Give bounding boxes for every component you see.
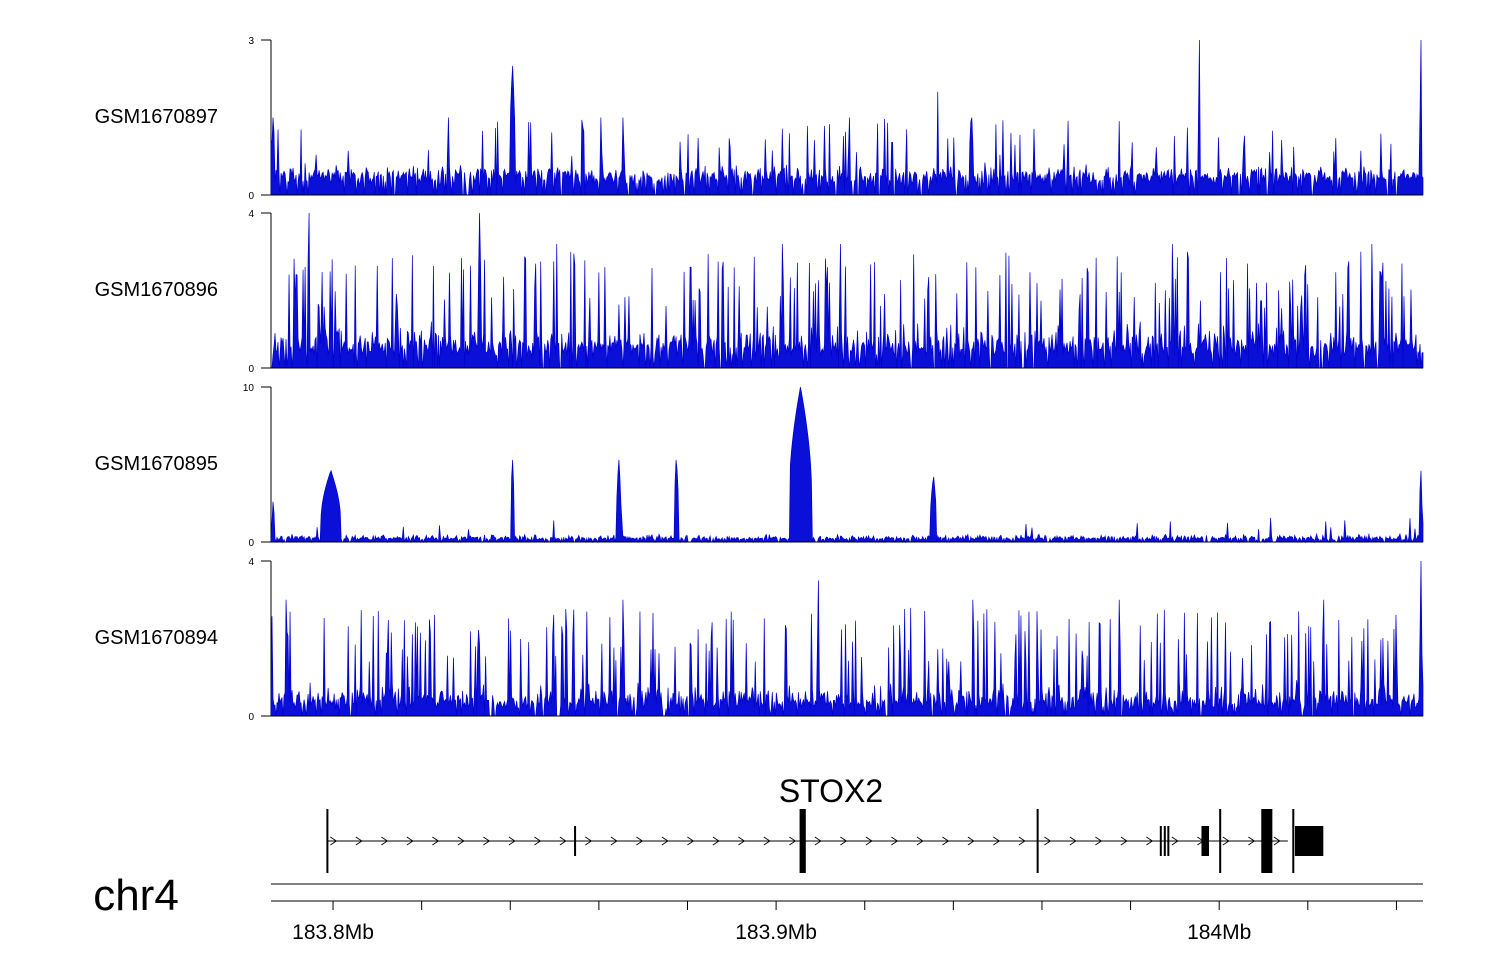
- y-tick-label-max: 4: [248, 557, 254, 568]
- strand-arrow: [661, 836, 669, 846]
- axis-tick-label: 183.8Mb: [292, 921, 374, 944]
- y-tick-label-min: 0: [248, 191, 254, 202]
- track-label: GSM1670897: [95, 106, 218, 128]
- strand-arrow: [1120, 836, 1128, 846]
- strand-arrow: [1273, 836, 1281, 846]
- strand-arrow: [457, 836, 465, 846]
- strand-arrow: [687, 836, 695, 846]
- exon-10: [1261, 809, 1273, 873]
- strand-arrow: [432, 836, 440, 846]
- track-GSM1670895: GSM1670895 10 0: [95, 383, 1424, 549]
- strand-arrow: [330, 836, 338, 846]
- strand-arrow: [483, 836, 491, 846]
- y-tick-label-max: 3: [248, 36, 254, 47]
- axis-tick-label: 183.9Mb: [735, 921, 817, 944]
- strand-arrow: [355, 836, 363, 846]
- genome-axis: chr4 183.8Mb 183.9Mb 184Mb: [93, 871, 1423, 944]
- chromosome-label: chr4: [93, 871, 179, 920]
- y-tick-label-min: 0: [248, 538, 254, 549]
- axis-tick-label: 184Mb: [1187, 921, 1251, 944]
- exon-2: [574, 826, 577, 856]
- y-tick-label-max: 10: [243, 383, 255, 394]
- track-GSM1670896: GSM1670896 4 0: [95, 209, 1424, 375]
- exon-7: [1167, 826, 1170, 856]
- exon-9: [1219, 809, 1222, 873]
- strand-arrow: [942, 836, 950, 846]
- strand-arrow: [840, 836, 848, 846]
- y-tick-label-min: 0: [248, 712, 254, 723]
- strand-arrow: [1069, 836, 1077, 846]
- signal-tracks: GSM167089730GSM167089640GSM1670895100GSM…: [95, 36, 1424, 723]
- strand-arrow: [559, 836, 567, 846]
- strand-arrow: [712, 836, 720, 846]
- strand-arrow: [1171, 836, 1179, 846]
- strand-arrow: [967, 836, 975, 846]
- strand-arrow: [636, 836, 644, 846]
- exon-3: [799, 809, 806, 873]
- strand-arrow: [1018, 836, 1026, 846]
- exon-6: [1163, 826, 1166, 856]
- strand-arrow: [891, 836, 899, 846]
- gene-track: STOX2: [326, 773, 1324, 873]
- y-tick-label-min: 0: [248, 364, 254, 375]
- y-tick-label-max: 4: [248, 209, 254, 220]
- strand-arrow: [1248, 836, 1256, 846]
- strand-arrow: [789, 836, 797, 846]
- strand-arrow: [814, 836, 822, 846]
- exon-12: [1294, 826, 1324, 856]
- strand-arrow: [381, 836, 389, 846]
- signal-area-GSM1670897: [270, 39, 1424, 196]
- track-GSM1670897: GSM1670897 3 0: [95, 36, 1424, 202]
- track-GSM1670894: GSM1670894 4 0: [95, 557, 1424, 723]
- strand-arrow: [585, 836, 593, 846]
- track-label: GSM1670896: [95, 279, 218, 301]
- strand-arrow: [610, 836, 618, 846]
- exon-1: [326, 809, 329, 873]
- strand-arrow: [508, 836, 516, 846]
- strand-arrow: [406, 836, 414, 846]
- strand-arrow: [763, 836, 771, 846]
- strand-arrow: [534, 836, 542, 846]
- strand-arrow: [916, 836, 924, 846]
- signal-area-GSM1670896: [271, 212, 1424, 369]
- strand-arrow: [738, 836, 746, 846]
- strand-arrow: [1044, 836, 1052, 846]
- strand-arrow: [1095, 836, 1103, 846]
- strand-arrow: [1146, 836, 1154, 846]
- strand-arrow: [993, 836, 1001, 846]
- track-label: GSM1670895: [95, 453, 218, 475]
- exon-4: [1036, 809, 1039, 873]
- exon-5: [1159, 826, 1162, 856]
- track-label: GSM1670894: [95, 627, 218, 649]
- gene-name-label: STOX2: [779, 773, 883, 809]
- signal-area-GSM1670894: [270, 560, 1424, 717]
- signal-area-GSM1670895: [270, 386, 1424, 544]
- exon-11: [1292, 809, 1295, 873]
- exon-8: [1201, 826, 1209, 856]
- strand-arrow: [1222, 836, 1230, 846]
- strand-arrow: [865, 836, 873, 846]
